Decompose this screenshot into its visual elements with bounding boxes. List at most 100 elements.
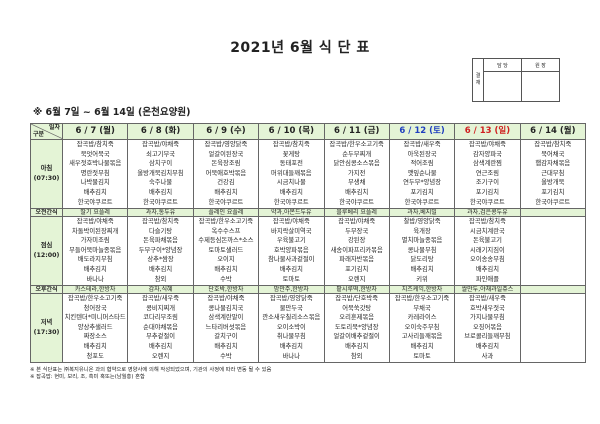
menu-item: 배추김치	[214, 265, 238, 273]
menu-item: 잡곡밥/한우소고기죽	[198, 218, 254, 225]
footnote-2: ※ 잡곡밥: 현미, 보리, 조, 흑미 혹또는(남월홍) 혼합	[30, 374, 145, 380]
pm-snack-cell: 밤만주,한방차	[258, 285, 325, 294]
menu-item: 취나물무침	[276, 333, 306, 341]
dinner-cell: 잡곡밥/새우죽 콩비지찌개 코다리무조림 순대야채볶음 부추겉절이 배추김치 오렌지	[127, 293, 194, 363]
corner-date-label: 일자	[48, 124, 60, 132]
menu-item: 짜장소스	[83, 333, 107, 341]
menu-item: 꽃게탕	[282, 150, 300, 158]
pm-snack-cell: 치즈케익,한방차	[388, 285, 456, 294]
menu-item: 깻잎순나물	[407, 169, 437, 177]
menu-item: 사과	[481, 352, 494, 360]
menu-item: 잡곡밥/야채죽	[338, 218, 376, 225]
menu-item: 오이지	[217, 256, 235, 264]
approval-sign-manager[interactable]	[483, 71, 522, 102]
menu-item: 어묵쑥갓탕	[342, 304, 372, 312]
menu-item: 연두부*양념장	[403, 179, 442, 187]
menu-item: 배도라지무침	[77, 256, 113, 264]
menu-item: 동태포전	[279, 160, 303, 168]
menu-item: 적어조림	[410, 160, 434, 168]
am-snack-cell: 과자,통두유	[127, 208, 194, 217]
menu-item: 육개장	[413, 227, 431, 235]
lunch-cell: 잡곡밥/한우소고기죽 옥수수스프 수제등심돈까스*소스 토마토샐러드 오이지 배추김치 수박	[192, 216, 260, 286]
menu-item: 어묵애호박볶음	[205, 169, 247, 177]
date-header: 6 / 14 (월)	[519, 123, 587, 140]
menu-item: 두부장국	[345, 227, 369, 235]
menu-item: 배추김치	[345, 342, 369, 350]
date-header: 6 / 12 (토)	[388, 123, 456, 140]
breakfast-cell: 잡곡밥/야채죽 감자양파국 삼색계란찜 연근조림 조기구이 포기김치 한국야쿠르트	[454, 139, 521, 209]
lunch-row: 점심 (12:00) 잡곡밥/야채죽 차돌박이된장찌개 가자미조림 무들어묵마늘종볶음 배…	[30, 216, 587, 286]
menu-item: 멸치마늘종볶음	[401, 237, 443, 245]
approval-label: 결 재	[472, 58, 484, 102]
menu-item: 토마토샐러드	[208, 246, 244, 254]
menu-item: 잡곡밥/참치죽	[468, 218, 506, 225]
footnote-1: ※ 본 식단표는 ㈜복지유니온 과의 협약으로 영양사에 의해 작성되었으며, …	[30, 367, 272, 373]
menu-item: 삼치구이	[148, 160, 173, 168]
lunch-cell	[519, 216, 587, 286]
menu-item: 오이숙주무침	[404, 323, 440, 331]
menu-item: 한국야쿠르트	[208, 198, 244, 206]
menu-item: 배추김치	[475, 265, 500, 273]
menu-item: 잡곡밥/참치죽	[76, 141, 114, 148]
menu-item: 토마토	[282, 275, 300, 283]
menu-item: 바지락살미역국	[271, 227, 312, 235]
menu-item: 참외	[154, 275, 167, 283]
breakfast-cell: 잡곡밥/참치죽 북엇어묵국 새우젓호박나물볶음 명란젓무침 나박물김치 배추김치 한국야쿠르…	[61, 139, 129, 209]
menu-item: 배추김치	[279, 188, 303, 196]
menu-item: 잡곡밥/야채죽	[207, 295, 245, 302]
menu-item: 도토리묵*양념장	[334, 323, 379, 331]
menu-item: 올방개묵	[541, 179, 565, 187]
menu-item: 호박양파볶음	[273, 246, 309, 254]
menu-item: 나박물김치	[80, 179, 110, 187]
am-snack-cell: 과자,베지밀	[388, 208, 456, 217]
menu-item: 청어장국	[83, 304, 107, 312]
am-snack-cell: 블루베리 요플레	[323, 208, 390, 217]
pm-snack-cell: 감자,식혜	[127, 285, 194, 294]
menu-item: 잡곡밥/새우죽	[142, 295, 179, 302]
dinner-cell: 잡곡밥/야채죽 콩나물김치국 삼색계란말이 느타리버섯볶음 갈치구이 배추김치 수박	[192, 293, 260, 363]
menu-item: 건강김	[217, 179, 235, 187]
subtitle: ※ 6월 7일 ~ 6월 14일 (온천요양원)	[33, 107, 191, 118]
approval-sign-director[interactable]	[521, 71, 560, 102]
menu-item: 참나물사과겉절이	[268, 256, 315, 264]
menu-item: 근대무침	[541, 169, 565, 177]
menu-item: 코다리무조림	[143, 314, 178, 322]
menu-item: 오리훈제볶음	[339, 314, 375, 322]
menu-item: 배추김치	[214, 342, 238, 350]
menu-item: 잡곡밥/야채죽	[272, 218, 310, 225]
diagonal-line	[31, 124, 62, 139]
menu-item: 배추김치	[475, 342, 500, 350]
menu-item: 쇠고기무국	[146, 150, 176, 158]
breakfast-cell: 잡곡밥/참치죽 북어채국 햄감자채볶음 근대무침 올방개묵 포기김치 한국야쿠르트	[519, 139, 587, 209]
date-header: 6 / 8 (화)	[127, 123, 194, 140]
page-title: 2021년 6월 식 단 표	[230, 40, 370, 56]
pm-snack-cell: 단호박,한방차	[192, 285, 260, 294]
menu-table: 일자 구분 6 / 7 (월) 6 / 8 (화) 6 / 9 (수) 6 / 10 …	[30, 123, 587, 363]
menu-item: 배추김치	[279, 342, 303, 350]
dinner-row: 저녁 (17:30) 잡곡밥/한우소고기죽 청어장국 치킨텐더*미니머스타드 양상추샐러…	[30, 293, 587, 363]
menu-item: 순대야채볶음	[143, 323, 178, 331]
menu-item: 시금치나물	[276, 179, 306, 187]
menu-item: 잡곡밥/참치죽	[272, 141, 310, 148]
pm-snack-cell: 카스테라,한방차	[61, 285, 129, 294]
header-row: 일자 구분 6 / 7 (월) 6 / 8 (화) 6 / 9 (수) 6 / 10 …	[30, 123, 587, 140]
corner-cell: 일자 구분	[30, 123, 63, 140]
pm-snack-row: 오후간식 카스테라,한방차 감자,식혜 단호박,한방차 밤만주,한방차 팥시루떡,한방차 치…	[30, 285, 587, 294]
dinner-cell: 잡곡밥/새우죽 호박새우젓국 가지나물무침 오징어볶음 브로콜리들깨무침 배추김치 사과	[454, 293, 521, 363]
menu-item: 아욱된장국	[407, 150, 437, 158]
menu-item: 잡곡밥/야채죽	[142, 141, 179, 148]
menu-item: 삼색계란말이	[208, 314, 244, 322]
dinner-cell: 잡곡밥/한우소고기죽 무채국 카레라이스 오이숙주무침 고사리들깨볶음 배추김치 토마토	[388, 293, 456, 363]
menu-item: 포기김치	[541, 188, 565, 196]
breakfast-cell: 잡곡밥/한우소고기죽 순두부찌개 닭안심콩소스볶음 가지전 무생채 배추김치 한국야쿠르트	[323, 139, 390, 209]
menu-item: 배추김치	[83, 265, 107, 273]
menu-item: 무생채	[347, 179, 366, 187]
pm-snack-cell: 팥시루떡,한방차	[323, 285, 390, 294]
menu-item: 햄감자채볶음	[535, 160, 571, 168]
menu-item: 잡곡밥/새우죽	[468, 295, 506, 302]
menu-item: 닭안심콩소스볶음	[333, 160, 380, 168]
menu-item: 한국야쿠르트	[470, 198, 505, 206]
menu-item: 조기구이	[475, 179, 500, 187]
menu-item: 참외	[350, 352, 363, 360]
menu-item: 오렌지	[347, 275, 366, 283]
